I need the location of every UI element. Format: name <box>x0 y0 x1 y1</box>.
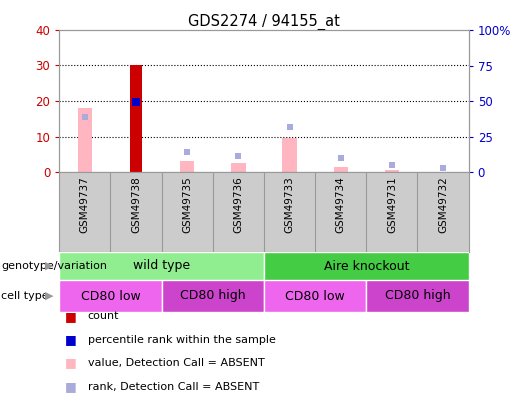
Bar <box>59 252 264 280</box>
Text: GSM49732: GSM49732 <box>438 176 448 233</box>
Text: genotype/variation: genotype/variation <box>1 261 107 271</box>
Bar <box>59 280 162 312</box>
Text: Aire knockout: Aire knockout <box>323 260 409 273</box>
Text: ■: ■ <box>64 380 76 393</box>
Text: count: count <box>88 311 119 321</box>
Text: GSM49736: GSM49736 <box>233 176 244 233</box>
Title: GDS2274 / 94155_at: GDS2274 / 94155_at <box>188 14 340 30</box>
Text: CD80 high: CD80 high <box>385 290 450 303</box>
Text: value, Detection Call = ABSENT: value, Detection Call = ABSENT <box>88 358 264 368</box>
Bar <box>282 138 297 172</box>
Text: percentile rank within the sample: percentile rank within the sample <box>88 335 276 345</box>
Text: GSM49735: GSM49735 <box>182 176 192 233</box>
Text: CD80 high: CD80 high <box>180 290 246 303</box>
Bar <box>264 252 469 280</box>
Text: cell type: cell type <box>1 291 48 301</box>
Text: ■: ■ <box>64 309 76 322</box>
Text: GSM49733: GSM49733 <box>284 176 295 233</box>
Text: ■: ■ <box>64 356 76 369</box>
Text: ▶: ▶ <box>44 261 53 271</box>
Text: CD80 low: CD80 low <box>80 290 140 303</box>
Text: GSM49737: GSM49737 <box>80 176 90 233</box>
Text: wild type: wild type <box>133 260 190 273</box>
Bar <box>162 280 264 312</box>
Bar <box>180 161 194 172</box>
Text: GSM49738: GSM49738 <box>131 176 141 233</box>
Text: GSM49734: GSM49734 <box>336 176 346 233</box>
Bar <box>231 163 246 172</box>
Text: ■: ■ <box>64 333 76 346</box>
Bar <box>334 167 348 172</box>
Text: GSM49731: GSM49731 <box>387 176 397 233</box>
Text: CD80 low: CD80 low <box>285 290 345 303</box>
Text: ▶: ▶ <box>44 291 53 301</box>
Bar <box>130 66 142 172</box>
Bar <box>78 108 92 172</box>
Bar <box>385 170 399 172</box>
Text: rank, Detection Call = ABSENT: rank, Detection Call = ABSENT <box>88 382 259 392</box>
Bar <box>264 280 366 312</box>
Bar <box>366 280 469 312</box>
